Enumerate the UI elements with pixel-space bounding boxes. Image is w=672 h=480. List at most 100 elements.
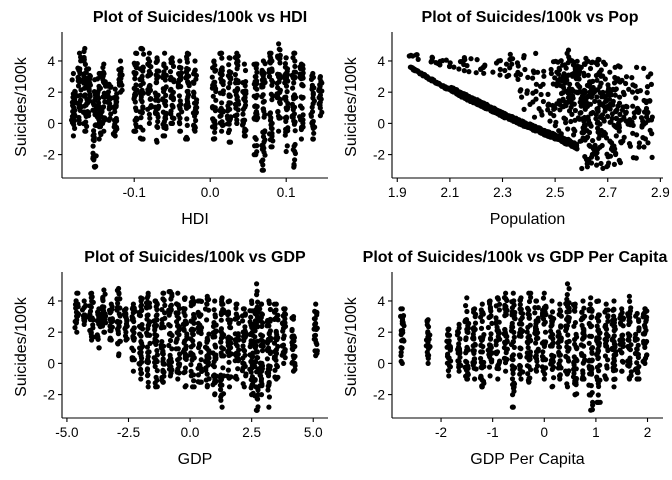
data-point <box>533 50 539 57</box>
data-point <box>564 292 570 298</box>
data-point <box>183 383 189 389</box>
data-point <box>253 95 259 101</box>
data-point <box>631 114 637 120</box>
data-point <box>636 144 642 150</box>
data-point <box>487 298 493 304</box>
data-point <box>589 357 595 363</box>
data-point <box>534 363 541 369</box>
data-point <box>235 366 241 372</box>
data-point <box>530 99 536 105</box>
data-point <box>291 92 298 98</box>
data-point <box>130 327 136 333</box>
data-point <box>298 94 304 100</box>
data-point <box>260 157 266 163</box>
data-point <box>456 362 462 368</box>
data-point <box>113 94 119 100</box>
data-point <box>154 307 160 313</box>
data-point <box>537 83 544 89</box>
data-point <box>596 335 602 341</box>
data-point <box>447 63 453 70</box>
data-point <box>266 404 272 410</box>
data-point <box>176 332 182 338</box>
data-point <box>570 88 576 94</box>
data-point <box>284 68 290 74</box>
data-point <box>481 359 487 365</box>
data-point <box>597 377 603 383</box>
data-point <box>551 113 557 119</box>
data-point <box>486 364 493 370</box>
data-point <box>571 132 577 138</box>
data-point <box>96 136 102 142</box>
data-point <box>86 66 92 72</box>
data-point <box>140 104 146 110</box>
data-point <box>234 66 240 72</box>
data-point <box>628 305 634 311</box>
x-tick-label: 2 <box>644 425 652 440</box>
data-point <box>159 339 165 345</box>
data-point <box>232 113 238 119</box>
data-point <box>587 333 593 339</box>
data-point <box>535 318 541 324</box>
data-point <box>561 136 568 142</box>
data-point <box>319 88 325 94</box>
data-point <box>84 100 90 106</box>
data-point <box>70 108 76 115</box>
data-point <box>260 99 266 105</box>
data-point <box>226 69 232 75</box>
data-point <box>188 350 194 356</box>
data-point <box>550 59 557 65</box>
data-point <box>579 165 585 172</box>
data-point <box>533 353 539 359</box>
data-point <box>138 338 144 345</box>
data-point <box>114 304 121 310</box>
data-point <box>171 115 177 121</box>
data-point <box>123 314 129 321</box>
data-point <box>239 368 245 374</box>
panel-hdi: Plot of Suicides/100k vs HDI -0.1 0.0 0.1 -2… <box>13 9 328 228</box>
data-point <box>503 61 510 67</box>
data-point <box>271 309 278 315</box>
data-point <box>593 116 599 122</box>
data-point <box>594 77 600 83</box>
data-point <box>611 328 617 334</box>
data-point <box>623 80 629 87</box>
data-point <box>182 353 188 359</box>
data-point <box>276 46 282 52</box>
data-point <box>398 328 404 334</box>
data-point <box>161 290 167 296</box>
y-tick-label: 2 <box>377 325 385 340</box>
data-point <box>71 104 77 110</box>
data-point <box>521 106 527 112</box>
data-point <box>213 67 219 73</box>
data-point <box>269 77 275 83</box>
data-point <box>254 81 260 87</box>
data-point <box>249 358 255 364</box>
data-point <box>515 69 521 75</box>
data-point <box>526 333 533 339</box>
data-point <box>254 69 260 75</box>
data-point <box>533 340 539 346</box>
data-point <box>160 349 166 356</box>
data-point <box>644 84 651 90</box>
data-point <box>153 313 159 319</box>
data-point <box>210 116 216 122</box>
chart-title: Plot of Suicides/100k vs GDP Per Capita <box>363 249 668 266</box>
data-point <box>517 363 524 369</box>
data-point <box>275 317 281 323</box>
data-point <box>137 350 143 356</box>
data-point <box>565 355 571 361</box>
data-point <box>634 369 640 376</box>
data-point <box>211 372 217 378</box>
data-point <box>199 368 205 374</box>
data-point <box>533 298 539 304</box>
data-point <box>425 352 431 359</box>
data-point <box>290 85 296 91</box>
data-point <box>138 370 145 376</box>
data-point <box>132 76 138 82</box>
data-point <box>154 348 160 354</box>
data-point <box>600 73 606 79</box>
data-point <box>155 68 161 74</box>
data-point <box>182 365 188 371</box>
data-point <box>465 365 471 371</box>
data-point <box>255 355 261 361</box>
